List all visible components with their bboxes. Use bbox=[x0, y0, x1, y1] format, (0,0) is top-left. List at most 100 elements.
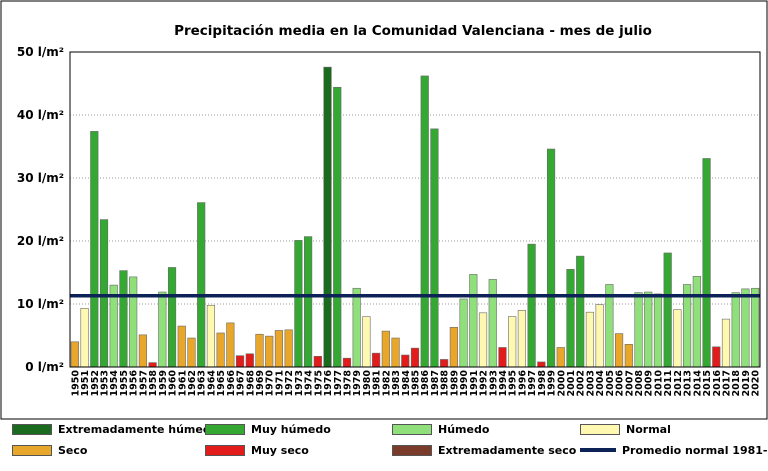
bar-1973 bbox=[294, 240, 303, 368]
legend-swatch bbox=[12, 423, 52, 435]
x-tick-label: 1969 bbox=[255, 370, 266, 396]
x-tick-label: 1957 bbox=[138, 370, 149, 396]
x-tick-label: 1963 bbox=[197, 370, 208, 396]
bar-2006 bbox=[614, 333, 624, 368]
y-tick-label: 30 l/m² bbox=[17, 171, 64, 185]
bar-2009 bbox=[644, 291, 653, 368]
x-tick-label: 2000 bbox=[556, 370, 567, 397]
bar-2008 bbox=[634, 292, 643, 368]
x-tick-label: 1958 bbox=[148, 370, 159, 397]
bar-2020 bbox=[751, 287, 760, 368]
bar-1981 bbox=[372, 352, 381, 368]
bar-1975 bbox=[313, 355, 322, 368]
chart-title: Precipitación media en la Comunidad Vale… bbox=[174, 23, 652, 39]
x-tick-label: 1956 bbox=[129, 370, 140, 397]
bar-1976 bbox=[323, 66, 332, 368]
bar-1974 bbox=[304, 236, 313, 368]
x-tick-label: 1994 bbox=[498, 370, 509, 397]
x-tick-label: 2002 bbox=[576, 370, 587, 396]
precipitation-bar-chart: Precipitación media en la Comunidad Vale… bbox=[0, 0, 768, 420]
x-tick-label: 1959 bbox=[158, 370, 169, 396]
x-tick-label: 1950 bbox=[70, 370, 81, 397]
legend-line-swatch bbox=[580, 448, 616, 452]
x-tick-label: 1980 bbox=[362, 370, 373, 397]
y-tick-label: 10 l/m² bbox=[17, 297, 64, 311]
bar-2011 bbox=[663, 252, 672, 368]
x-tick-label: 2003 bbox=[585, 370, 596, 396]
x-tick-label: 1951 bbox=[80, 370, 91, 396]
bar-1990 bbox=[459, 298, 468, 368]
bar-1959 bbox=[158, 291, 167, 368]
x-tick-label: 1983 bbox=[391, 370, 402, 396]
x-tick-label: 1962 bbox=[187, 370, 198, 396]
x-tick-label: 2001 bbox=[566, 370, 577, 396]
bar-1980 bbox=[362, 316, 371, 368]
bar-2007 bbox=[624, 344, 633, 368]
bar-1966 bbox=[226, 322, 235, 368]
legend-swatch bbox=[392, 423, 432, 435]
y-tick-label: 50 l/m² bbox=[17, 45, 64, 59]
x-tick-label: 2013 bbox=[683, 370, 694, 396]
legend-item-muy-humedo: Muy húmedo bbox=[205, 422, 331, 436]
x-tick-label: 1989 bbox=[449, 370, 460, 396]
bar-1995 bbox=[508, 316, 517, 368]
x-tick-label: 2019 bbox=[741, 370, 752, 396]
legend-swatch bbox=[205, 423, 245, 435]
x-tick-labels: 1950195119521953195419551956195719581959… bbox=[70, 370, 761, 397]
legend-label: Extremadamente seco bbox=[438, 443, 577, 457]
x-tick-label: 2014 bbox=[692, 370, 703, 397]
x-tick-label: 1997 bbox=[527, 370, 538, 396]
bars-group bbox=[70, 66, 760, 368]
bar-1991 bbox=[469, 274, 478, 368]
x-tick-label: 1954 bbox=[109, 370, 120, 397]
x-tick-label: 2004 bbox=[595, 370, 606, 397]
bar-2017 bbox=[721, 318, 731, 368]
legend-item-humedo: Húmedo bbox=[392, 422, 489, 436]
bar-1956 bbox=[129, 276, 138, 368]
bar-1999 bbox=[546, 148, 556, 368]
x-tick-label: 2018 bbox=[731, 370, 742, 397]
x-tick-label: 1966 bbox=[226, 370, 237, 397]
x-tick-label: 1987 bbox=[430, 370, 441, 396]
bar-1984 bbox=[401, 354, 410, 368]
bar-1989 bbox=[449, 327, 458, 368]
bar-1996 bbox=[517, 309, 526, 368]
x-tick-label: 1961 bbox=[177, 370, 188, 396]
bar-1965 bbox=[216, 332, 225, 368]
legend-label: Muy seco bbox=[251, 443, 309, 457]
legend-label: Promedio normal 1981-2010 bbox=[622, 443, 768, 457]
x-tick-label: 1971 bbox=[274, 370, 285, 396]
bar-2012 bbox=[673, 309, 682, 368]
x-tick-label: 1953 bbox=[100, 370, 111, 396]
bar-2014 bbox=[692, 275, 701, 368]
x-tick-label: 2010 bbox=[653, 370, 664, 397]
bar-1958 bbox=[148, 362, 157, 368]
bar-1987 bbox=[430, 128, 439, 368]
bar-2001 bbox=[566, 269, 575, 368]
x-tick-label: 1992 bbox=[479, 370, 490, 396]
axes-group bbox=[69, 51, 761, 368]
x-tick-label: 1952 bbox=[90, 370, 101, 396]
x-tick-label: 1955 bbox=[119, 370, 130, 396]
bar-1993 bbox=[488, 279, 497, 368]
bar-1968 bbox=[245, 353, 254, 368]
x-tick-label: 1981 bbox=[372, 370, 383, 396]
bar-1969 bbox=[255, 333, 264, 368]
bar-1985 bbox=[410, 347, 420, 368]
bar-1971 bbox=[274, 330, 284, 368]
bar-2002 bbox=[576, 255, 585, 368]
bar-2018 bbox=[731, 292, 740, 368]
grid-lines bbox=[70, 114, 760, 305]
x-tick-label: 1960 bbox=[168, 370, 179, 397]
x-tick-label: 1991 bbox=[469, 370, 480, 396]
x-tick-label: 1965 bbox=[216, 370, 227, 396]
bar-1962 bbox=[187, 337, 196, 368]
bar-1998 bbox=[537, 361, 546, 368]
x-tick-label: 2008 bbox=[634, 370, 645, 397]
legend: Extremadamente húmedo Muy húmedo Húmedo … bbox=[0, 418, 768, 471]
bar-2016 bbox=[712, 346, 721, 368]
bar-1978 bbox=[342, 357, 352, 368]
legend-label: Extremadamente húmedo bbox=[58, 422, 219, 436]
x-tick-label: 1984 bbox=[401, 370, 412, 397]
